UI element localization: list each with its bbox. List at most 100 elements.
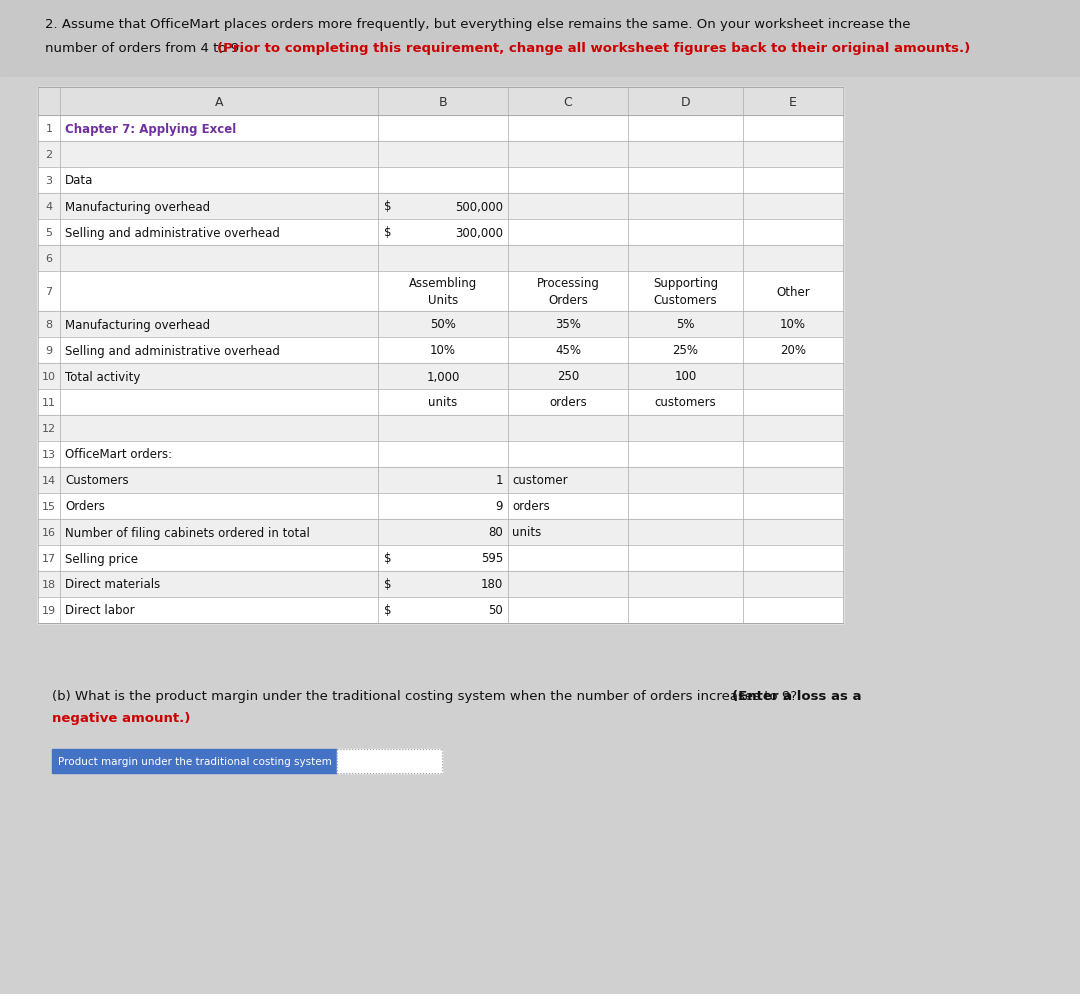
Text: Data: Data (65, 174, 93, 187)
Text: number of orders from 4 to 9.: number of orders from 4 to 9. (45, 42, 247, 55)
Text: 5: 5 (45, 228, 53, 238)
Text: E: E (789, 95, 797, 108)
Bar (38, 364, 843, 390)
Text: 9: 9 (496, 500, 503, 513)
Text: Other: Other (777, 285, 810, 298)
Text: 14: 14 (42, 475, 56, 485)
Text: orders: orders (512, 500, 550, 513)
Text: orders: orders (549, 396, 586, 410)
Text: units: units (429, 396, 458, 410)
Bar (38, 546, 843, 572)
Bar (38, 142, 843, 168)
Text: $: $ (384, 604, 391, 617)
Bar (38, 168, 843, 194)
Text: 2. Assume that OfficeMart places orders more frequently, but everything else rem: 2. Assume that OfficeMart places orders … (45, 18, 910, 31)
Text: 16: 16 (42, 528, 56, 538)
Text: customer: customer (512, 474, 568, 487)
Bar (38, 467, 843, 493)
Text: (b) What is the product margin under the traditional costing system when the num: (b) What is the product margin under the… (52, 689, 801, 703)
Text: B: B (438, 95, 447, 108)
Text: Direct materials: Direct materials (65, 578, 160, 590)
Text: 9: 9 (45, 346, 53, 356)
Text: Number of filing cabinets ordered in total: Number of filing cabinets ordered in tot… (65, 526, 310, 539)
Bar (0, 667, 1080, 994)
Text: units: units (512, 526, 541, 539)
Text: 5%: 5% (676, 318, 694, 331)
Text: 8: 8 (45, 320, 53, 330)
Text: 500,000: 500,000 (455, 201, 503, 214)
Bar (38, 520, 843, 546)
Text: 595: 595 (481, 552, 503, 565)
Text: 19: 19 (42, 605, 56, 615)
Text: 10: 10 (42, 372, 56, 382)
Bar (38, 572, 843, 597)
Text: customers: customers (654, 396, 716, 410)
Text: 80: 80 (488, 526, 503, 539)
Text: Manufacturing overhead: Manufacturing overhead (65, 201, 211, 214)
Bar (38, 220, 843, 246)
Text: Direct labor: Direct labor (65, 604, 135, 617)
Text: 100: 100 (674, 370, 697, 383)
Bar (0, 0, 1080, 78)
Text: Selling and administrative overhead: Selling and administrative overhead (65, 227, 280, 240)
Bar (38, 271, 843, 312)
Text: Chapter 7: Applying Excel: Chapter 7: Applying Excel (65, 122, 237, 135)
Text: 35%: 35% (555, 318, 581, 331)
Bar (337, 749, 442, 773)
Bar (0, 78, 1080, 667)
Bar (38, 493, 843, 520)
Text: (Enter a loss as a: (Enter a loss as a (732, 689, 862, 703)
Text: 180: 180 (481, 578, 503, 590)
Text: $: $ (384, 578, 391, 590)
Bar (38, 87, 843, 116)
Text: 7: 7 (45, 286, 53, 296)
Bar (38, 390, 843, 415)
Bar (38, 312, 843, 338)
Text: Assembling
Units: Assembling Units (409, 276, 477, 307)
Bar (38, 194, 843, 220)
Text: A: A (215, 95, 224, 108)
Text: 15: 15 (42, 502, 56, 512)
Text: 17: 17 (42, 554, 56, 564)
Text: Supporting
Customers: Supporting Customers (653, 276, 718, 307)
Text: Selling and administrative overhead: Selling and administrative overhead (65, 344, 280, 357)
Bar (52, 749, 337, 773)
Text: 18: 18 (42, 580, 56, 589)
Text: 300,000: 300,000 (455, 227, 503, 240)
Text: 11: 11 (42, 398, 56, 408)
Text: 12: 12 (42, 423, 56, 433)
Bar (38, 441, 843, 467)
Text: 20%: 20% (780, 344, 806, 357)
Text: negative amount.): negative amount.) (52, 712, 190, 725)
Text: $: $ (384, 201, 391, 214)
Text: 13: 13 (42, 449, 56, 459)
Text: 1: 1 (45, 124, 53, 134)
Text: 1,000: 1,000 (427, 370, 460, 383)
Text: $: $ (384, 552, 391, 565)
Text: 250: 250 (557, 370, 579, 383)
Text: 50%: 50% (430, 318, 456, 331)
Text: OfficeMart orders:: OfficeMart orders: (65, 448, 172, 461)
Text: 10%: 10% (430, 344, 456, 357)
Text: D: D (680, 95, 690, 108)
Text: 4: 4 (45, 202, 53, 212)
Bar (38, 246, 843, 271)
Bar (38, 415, 843, 441)
Text: C: C (564, 95, 572, 108)
Text: Customers: Customers (65, 474, 129, 487)
Text: Product margin under the traditional costing system: Product margin under the traditional cos… (58, 756, 332, 766)
Bar (38, 116, 843, 142)
Text: 2: 2 (45, 150, 53, 160)
Text: Manufacturing overhead: Manufacturing overhead (65, 318, 211, 331)
Text: (Prior to completing this requirement, change all worksheet figures back to thei: (Prior to completing this requirement, c… (217, 42, 970, 55)
Text: 50: 50 (488, 604, 503, 617)
Bar (38, 87, 843, 623)
Text: 10%: 10% (780, 318, 806, 331)
Text: $: $ (384, 227, 391, 240)
Text: Processing
Orders: Processing Orders (537, 276, 599, 307)
Text: Orders: Orders (65, 500, 105, 513)
Text: 3: 3 (45, 176, 53, 186)
Text: 1: 1 (496, 474, 503, 487)
Text: Total activity: Total activity (65, 370, 140, 383)
Text: 25%: 25% (673, 344, 699, 357)
